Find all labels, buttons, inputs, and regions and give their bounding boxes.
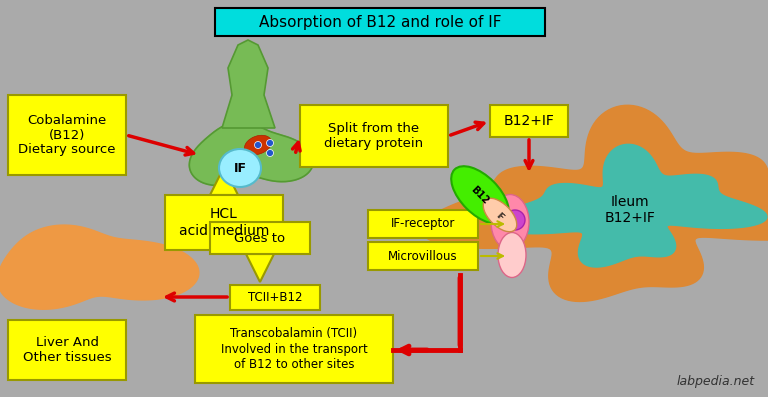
FancyBboxPatch shape — [195, 315, 393, 383]
FancyBboxPatch shape — [215, 8, 545, 36]
Text: Transcobalamin (TCII)
Involved in the transport
of B12 to other sites: Transcobalamin (TCII) Involved in the tr… — [220, 328, 367, 370]
Ellipse shape — [219, 149, 261, 187]
FancyBboxPatch shape — [165, 195, 283, 250]
Ellipse shape — [266, 139, 273, 146]
Ellipse shape — [483, 198, 517, 232]
FancyBboxPatch shape — [210, 222, 310, 254]
FancyBboxPatch shape — [230, 285, 320, 310]
Ellipse shape — [266, 150, 273, 156]
Ellipse shape — [491, 195, 529, 249]
Ellipse shape — [244, 135, 272, 155]
Ellipse shape — [452, 166, 508, 224]
Text: Split from the
dietary protein: Split from the dietary protein — [324, 122, 424, 150]
Ellipse shape — [254, 141, 261, 148]
Text: HCL
acid medium: HCL acid medium — [179, 207, 270, 237]
Ellipse shape — [505, 210, 525, 230]
Polygon shape — [65, 330, 90, 360]
Polygon shape — [0, 225, 199, 309]
Text: labpedia.net: labpedia.net — [677, 375, 755, 388]
FancyBboxPatch shape — [8, 95, 126, 175]
Polygon shape — [190, 122, 313, 185]
Text: B12: B12 — [469, 184, 491, 206]
FancyBboxPatch shape — [490, 105, 568, 137]
Text: Absorption of B12 and role of IF: Absorption of B12 and role of IF — [259, 15, 502, 29]
Text: IF: IF — [233, 162, 247, 175]
FancyBboxPatch shape — [368, 242, 478, 270]
Text: Goes to: Goes to — [234, 231, 286, 245]
Text: Microvillous: Microvillous — [388, 249, 458, 262]
Polygon shape — [420, 105, 768, 301]
Polygon shape — [210, 167, 238, 195]
Text: IF: IF — [495, 211, 506, 223]
FancyBboxPatch shape — [300, 105, 448, 167]
Polygon shape — [246, 254, 274, 282]
Text: B12+IF: B12+IF — [504, 114, 554, 128]
Text: Ileum
B12+IF: Ileum B12+IF — [604, 195, 655, 225]
Text: Cobalamine
(B12)
Dietary source: Cobalamine (B12) Dietary source — [18, 114, 116, 156]
Polygon shape — [222, 40, 275, 128]
Text: IF-receptor: IF-receptor — [391, 218, 455, 231]
FancyBboxPatch shape — [8, 320, 126, 380]
Polygon shape — [494, 145, 767, 267]
FancyBboxPatch shape — [368, 210, 478, 238]
Text: Liver And
Other tissues: Liver And Other tissues — [23, 336, 111, 364]
Ellipse shape — [498, 233, 526, 278]
Text: TCII+B12: TCII+B12 — [248, 291, 303, 304]
